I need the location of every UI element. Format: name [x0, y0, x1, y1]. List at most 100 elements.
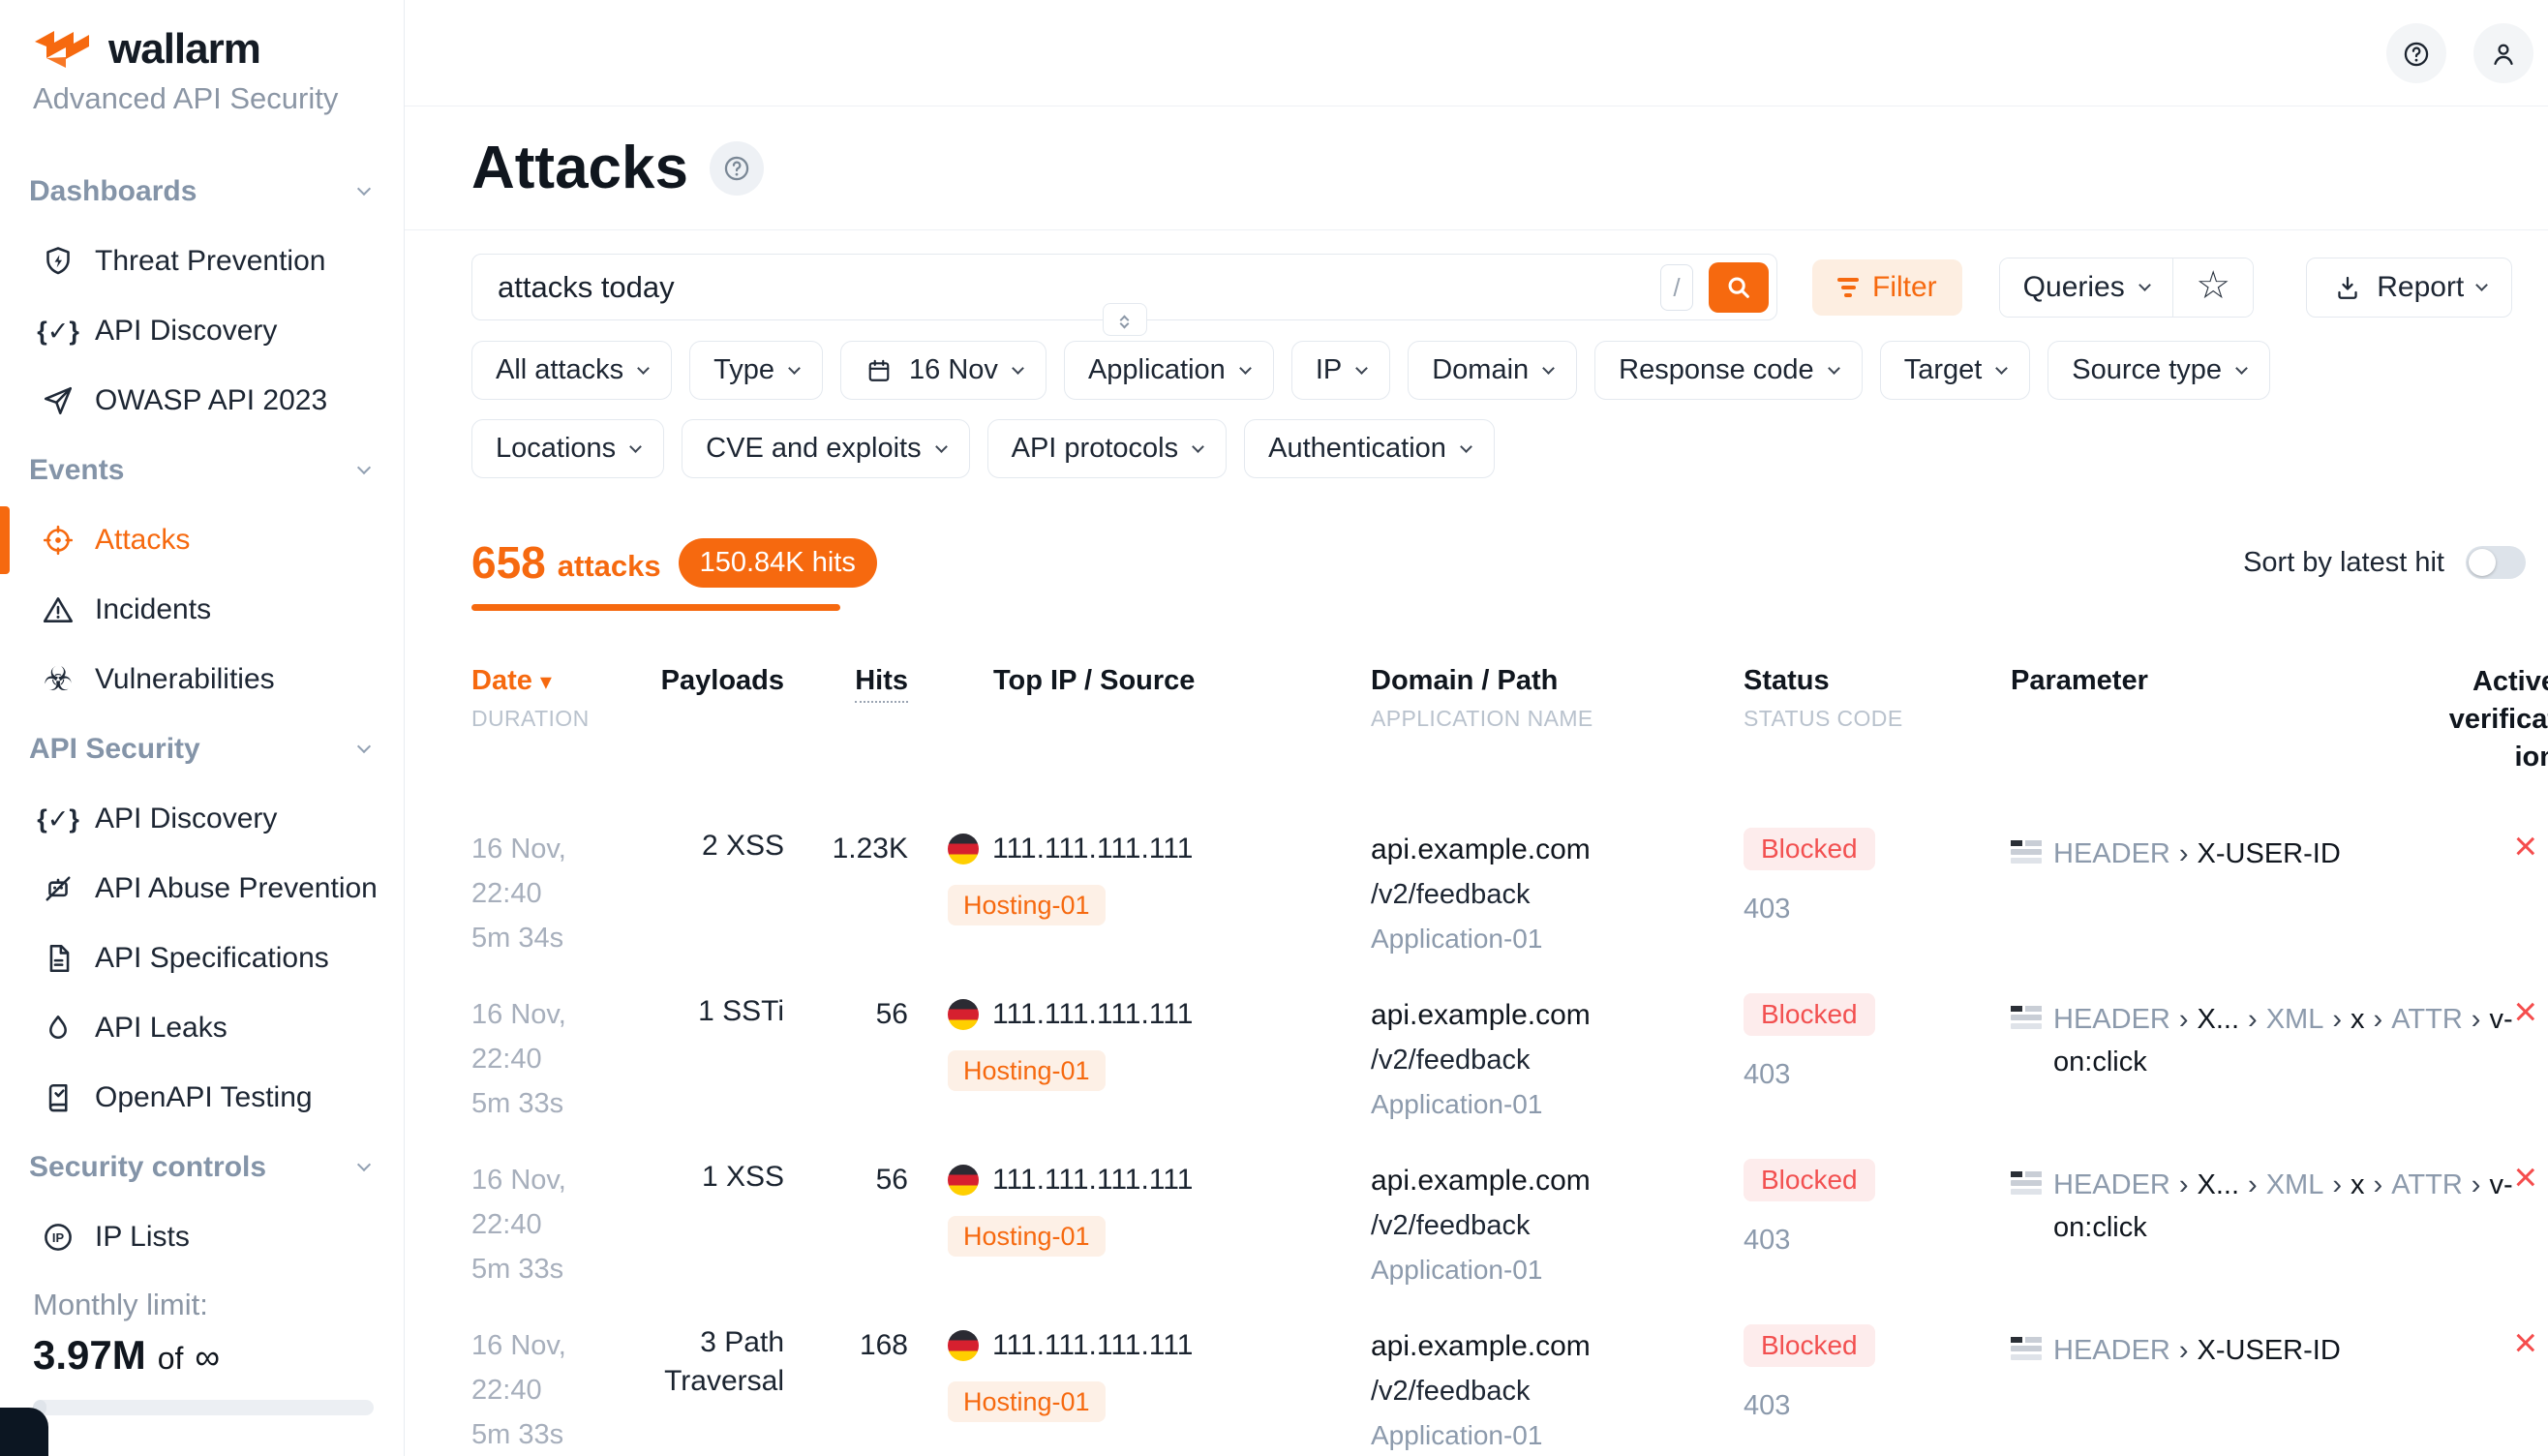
filter-chip-ip[interactable]: IP: [1290, 341, 1391, 400]
attack-path[interactable]: /v2/feedback: [1371, 1210, 1531, 1241]
parameter-breadcrumb[interactable]: HEADER › X-USER-ID: [2053, 833, 2341, 875]
table-row[interactable]: 16 Nov, 22:40 5m 33s 3 Path Traversal 168 111…: [471, 1320, 2548, 1456]
cell-parameter: HEADER › X... › XML › x › ATTR › v-on:click: [2011, 992, 2513, 1083]
filter-chip-locations[interactable]: Locations: [471, 419, 665, 478]
x-mark-icon[interactable]: ×: [2513, 1154, 2537, 1199]
x-mark-icon[interactable]: ×: [2513, 988, 2537, 1034]
sidebar-item-attacks[interactable]: Attacks: [0, 505, 404, 575]
sidebar-item-api-discovery[interactable]: {✓} API Discovery: [0, 784, 404, 854]
source-ip[interactable]: 111.111.111.111: [992, 1329, 1194, 1361]
favorite-star-button[interactable]: ☆: [2173, 258, 2254, 317]
search-input[interactable]: attacks today: [498, 269, 675, 304]
attack-domain[interactable]: api.example.com: [1371, 1165, 1591, 1197]
filter-chip-target[interactable]: Target: [1879, 341, 2031, 400]
report-dropdown[interactable]: Report: [2306, 257, 2513, 318]
column-header-hits[interactable]: Hits: [784, 665, 908, 778]
cell-payloads[interactable]: 1 SSTi: [698, 995, 784, 1027]
help-button[interactable]: [2386, 22, 2446, 83]
attack-domain[interactable]: api.example.com: [1371, 834, 1591, 865]
x-mark-icon[interactable]: ×: [2513, 823, 2537, 868]
column-header-payloads: Payloads: [660, 665, 784, 696]
filter-chip-source-type[interactable]: Source type: [2048, 341, 2271, 400]
sidebar-item-api-discovery[interactable]: {✓} API Discovery: [0, 296, 404, 366]
parameter-breadcrumb[interactable]: HEADER › X... › XML › x › ATTR › v-on:click: [2053, 1164, 2513, 1249]
sidebar-item-owasp-api-2023[interactable]: OWASP API 2023: [0, 366, 404, 436]
tab-attacks[interactable]: 658 attacks 150.84K hits: [471, 536, 877, 589]
sidebar-item-vulnerabilities[interactable]: ☣ Vulnerabilities: [0, 645, 404, 714]
filter-chip-application[interactable]: Application: [1063, 341, 1274, 400]
filter-chip-response-code[interactable]: Response code: [1594, 341, 1863, 400]
table-row[interactable]: 16 Nov, 22:40 5m 33s 1 XSS 56 111.111.111.111…: [471, 1154, 2548, 1323]
warning-triangle-icon: [39, 592, 77, 627]
attack-domain[interactable]: api.example.com: [1371, 999, 1591, 1031]
chip-label: All attacks: [496, 354, 624, 385]
attack-domain[interactable]: api.example.com: [1371, 1330, 1591, 1362]
chevron-down-icon: [356, 739, 372, 754]
parameter-breadcrumb[interactable]: HEADER › X-USER-ID: [2053, 1329, 2341, 1372]
cell-payloads[interactable]: 3 Path Traversal: [664, 1326, 784, 1397]
sidebar-item-ip-lists[interactable]: IP IP Lists: [0, 1202, 404, 1272]
source-tag[interactable]: Hosting-01: [948, 1381, 1106, 1422]
filter-chip-cve-and-exploits[interactable]: CVE and exploits: [682, 419, 970, 478]
sidebar-item-api-abuse-prevention[interactable]: API Abuse Prevention: [0, 854, 404, 924]
column-header-date[interactable]: Date ▾ DURATION: [471, 665, 639, 778]
sidebar-item-label: API Specifications: [95, 942, 329, 974]
attack-path[interactable]: /v2/feedback: [1371, 1376, 1531, 1407]
sidebar-section-events[interactable]: Events: [0, 436, 404, 505]
table-row[interactable]: 16 Nov, 22:40 5m 34s 2 XSS 1.23K 111.111.111.…: [471, 823, 2548, 992]
flag-germany-icon: [948, 1165, 979, 1196]
sort-toggle[interactable]: [2466, 546, 2526, 579]
cell-domain: api.example.com/v2/feedback Application-0…: [1371, 992, 1744, 1126]
page-help-button[interactable]: [710, 140, 764, 196]
attack-count-label: attacks: [557, 549, 661, 583]
chevron-down-icon: [1192, 440, 1204, 453]
cell-parameter: HEADER › X... › XML › x › ATTR › v-on:click: [2011, 1158, 2513, 1249]
filter-chip-16-nov[interactable]: 16 Nov: [840, 341, 1046, 400]
sidebar-item-api-specifications[interactable]: API Specifications: [0, 924, 404, 993]
filter-chip-api-protocols[interactable]: API protocols: [986, 419, 1228, 478]
braces-check-icon: {✓}: [37, 804, 79, 834]
breadcrumb-separator: ›: [2332, 1169, 2343, 1200]
source-ip[interactable]: 111.111.111.111: [992, 833, 1194, 864]
table-row[interactable]: 16 Nov, 22:40 5m 33s 1 SSTi 56 111.111.111.11…: [471, 988, 2548, 1158]
search-icon: [1723, 272, 1754, 303]
attack-path[interactable]: /v2/feedback: [1371, 1045, 1531, 1076]
sidebar-item-incidents[interactable]: Incidents: [0, 575, 404, 645]
parameter-breadcrumb[interactable]: HEADER › X... › XML › x › ATTR › v-on:click: [2053, 998, 2513, 1083]
chat-widget[interactable]: [0, 1408, 48, 1456]
source-ip[interactable]: 111.111.111.111: [992, 1164, 1194, 1196]
sidebar-section-api-security[interactable]: API Security: [0, 714, 404, 784]
source-tag[interactable]: Hosting-01: [948, 885, 1106, 925]
sidebar-section-dashboards[interactable]: Dashboards: [0, 157, 404, 227]
cell-payloads[interactable]: 2 XSS: [701, 830, 784, 862]
cell-payloads[interactable]: 1 XSS: [701, 1161, 784, 1193]
search-bar[interactable]: attacks today /: [471, 254, 1777, 336]
breadcrumb-separator: ›: [2373, 1004, 2383, 1035]
sidebar-item-openapi-testing[interactable]: OpenAPI Testing: [0, 1063, 404, 1133]
download-icon: [2332, 272, 2363, 303]
sidebar-section-security-controls[interactable]: Security controls: [0, 1133, 404, 1202]
wallarm-logo[interactable]: wallarm: [33, 21, 404, 77]
chevron-down-icon: [1012, 362, 1024, 375]
source-tag[interactable]: Hosting-01: [948, 1216, 1106, 1257]
sidebar-item-threat-prevention[interactable]: Threat Prevention: [0, 227, 404, 296]
source-ip[interactable]: 111.111.111.111: [992, 998, 1194, 1030]
filter-button[interactable]: Filter: [1812, 258, 1962, 316]
parameter-segment: ATTR: [2391, 1169, 2463, 1200]
user-menu-button[interactable]: [2473, 22, 2533, 83]
attack-path[interactable]: /v2/feedback: [1371, 879, 1531, 910]
sidebar-item-api-leaks[interactable]: API Leaks: [0, 993, 404, 1063]
filter-chip-type[interactable]: Type: [689, 341, 824, 400]
breadcrumb-separator: ›: [2178, 1169, 2189, 1200]
monthly-limit-used: 3.97M: [33, 1332, 146, 1378]
status-badge: Blocked: [1744, 1159, 1875, 1201]
search-button[interactable]: [1709, 262, 1769, 313]
filter-chip-all-attacks[interactable]: All attacks: [471, 341, 673, 400]
source-tag[interactable]: Hosting-01: [948, 1050, 1106, 1091]
queries-dropdown[interactable]: Queries: [1999, 258, 2172, 317]
filter-chip-domain[interactable]: Domain: [1408, 341, 1578, 400]
search-collapse-handle[interactable]: [1102, 303, 1147, 336]
x-mark-icon[interactable]: ×: [2513, 1320, 2537, 1365]
chip-label: Response code: [1619, 354, 1814, 385]
filter-chip-authentication[interactable]: Authentication: [1244, 419, 1495, 478]
